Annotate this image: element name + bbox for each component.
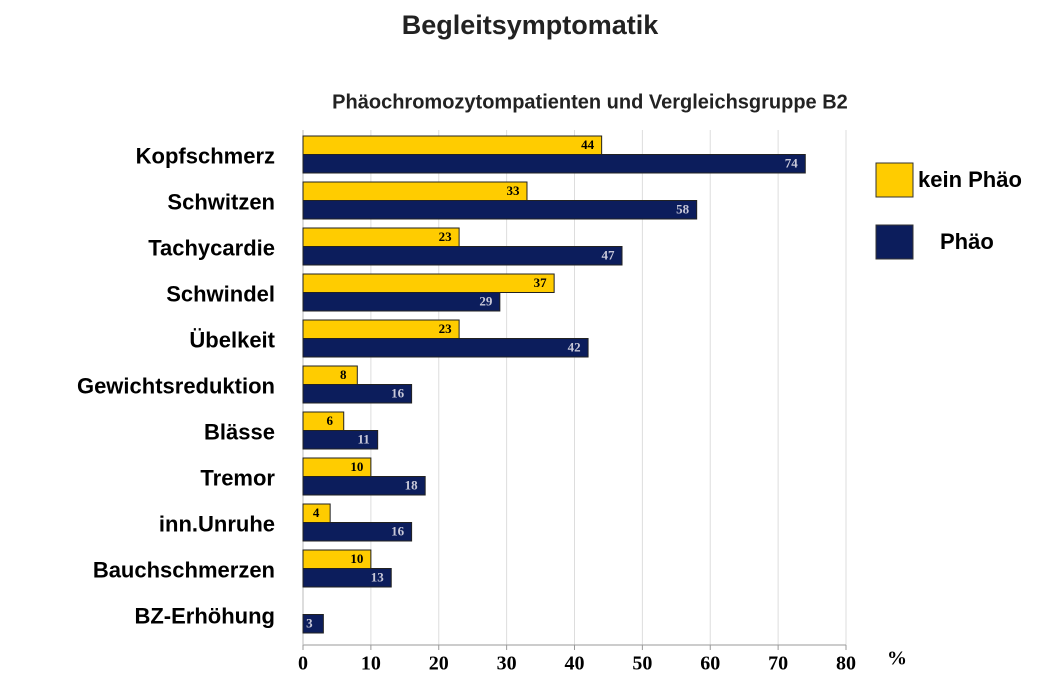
value-label: 10 [350,551,363,566]
x-tick-label: 40 [565,653,585,674]
bar [302,522,413,542]
bar [302,319,460,339]
bar [302,273,555,293]
value-label: 8 [340,367,347,382]
value-label: 23 [439,321,453,336]
y-tick-label: BZ-Erhöhung [134,603,275,628]
legend-label: kein Phäo [918,167,1022,192]
value-label: 3 [306,616,313,631]
legend-swatch [875,224,914,260]
y-tick-label: Kopfschmerz [136,143,275,168]
y-tick-label: inn.Unruhe [159,511,275,536]
y-tick-label: Schwindel [166,281,275,306]
value-label: 47 [602,248,616,263]
x-tick-label: 0 [298,653,308,674]
value-label: 13 [371,570,385,585]
value-label: 10 [350,459,363,474]
x-tick-label: 50 [632,653,652,674]
value-label: 58 [676,202,690,217]
value-label: 18 [405,478,419,493]
value-label: 4 [313,505,320,520]
value-label: 33 [506,183,520,198]
x-tick-label: 10 [361,653,381,674]
value-label: 37 [534,275,548,290]
bar [302,476,426,496]
y-tick-label: Tachycardie [148,235,275,260]
bar [302,200,698,220]
bar [302,384,413,404]
legend-swatch [875,162,914,198]
value-label: 11 [358,432,370,447]
bar [302,181,528,201]
y-tick-label: Blässe [204,419,275,444]
chart-subtitle: Phäochromozytompatienten und Vergleichsg… [332,91,848,113]
bar [302,411,345,431]
x-axis-label: % [887,648,907,670]
bar [302,246,623,266]
bar [302,292,501,312]
value-label: 74 [785,156,799,171]
x-tick-label: 70 [768,653,788,674]
y-tick-label: Tremor [200,465,275,490]
value-label: 42 [568,340,581,355]
bar [302,338,589,358]
value-label: 6 [326,413,333,428]
bar [302,430,379,450]
value-label: 29 [479,294,493,309]
bar [302,227,460,247]
bar [302,568,392,588]
chart-title: Begleitsymptomatik [402,10,660,40]
value-label: 44 [581,137,595,152]
x-tick-label: 30 [497,653,517,674]
y-tick-label: Bauchschmerzen [93,557,275,582]
bar [302,154,806,174]
x-tick-label: 60 [700,653,720,674]
y-tick-label: Übelkeit [189,327,275,352]
bar [302,365,358,385]
legend-label: Phäo [940,229,994,254]
bar [302,614,324,634]
value-label: 16 [391,524,405,539]
y-tick-label: Schwitzen [167,189,275,214]
x-tick-label: 80 [836,653,856,674]
x-tick-label: 20 [429,653,449,674]
value-label: 23 [439,229,453,244]
bar [302,135,603,155]
y-tick-label: Gewichtsreduktion [77,373,275,398]
value-label: 16 [391,386,405,401]
